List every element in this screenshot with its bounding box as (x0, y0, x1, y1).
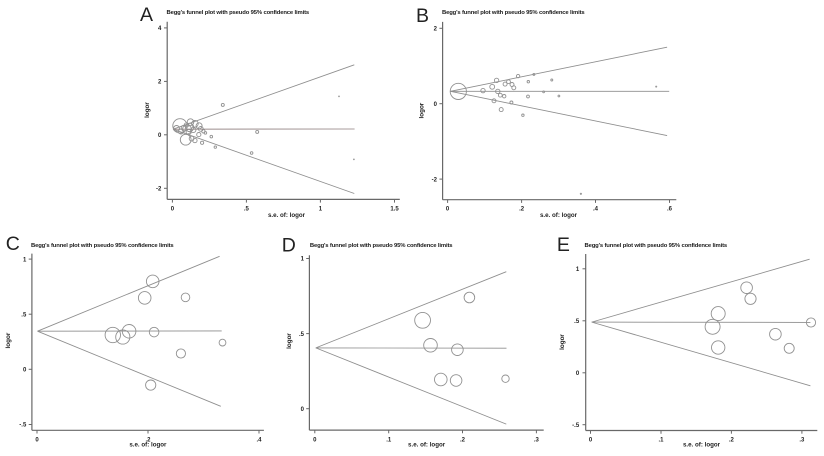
svg-text:Begg's funnel plot with pseudo: Begg's funnel plot with pseudo 95% confi… (167, 10, 310, 16)
svg-text:.4: .4 (593, 207, 599, 213)
svg-text:0: 0 (23, 368, 27, 374)
svg-text:.4: .4 (256, 437, 262, 443)
svg-text:1: 1 (576, 267, 580, 273)
svg-text:s.e. of: logor: s.e. of: logor (683, 441, 721, 448)
svg-text:s.e. of: logor: s.e. of: logor (408, 441, 446, 448)
svg-text:-2: -2 (156, 187, 162, 193)
svg-text:0: 0 (313, 437, 317, 443)
svg-text:.2: .2 (145, 437, 151, 443)
svg-text:.2: .2 (729, 437, 735, 443)
svg-text:logor: logor (144, 102, 151, 118)
svg-text:A: A (140, 4, 153, 26)
svg-text:logor: logor (559, 334, 566, 350)
svg-text:-2: -2 (432, 177, 438, 183)
svg-text:0: 0 (171, 207, 175, 213)
svg-text:-.5: -.5 (572, 423, 580, 429)
svg-text:0: 0 (434, 102, 438, 108)
svg-text:0: 0 (446, 207, 450, 213)
svg-text:s.e. of: logor: s.e. of: logor (540, 212, 578, 219)
svg-text:Begg's funnel plot with pseudo: Begg's funnel plot with pseudo 95% confi… (310, 243, 453, 249)
svg-text:1: 1 (301, 257, 305, 263)
svg-text:.1: .1 (658, 437, 664, 443)
svg-text:s.e. of: logor: s.e. of: logor (129, 441, 167, 448)
svg-text:.2: .2 (460, 437, 466, 443)
svg-text:.5: .5 (299, 332, 305, 338)
svg-text:s.e. of: logor: s.e. of: logor (268, 212, 306, 219)
svg-text:2: 2 (158, 80, 162, 86)
svg-text:.2: .2 (519, 207, 525, 213)
svg-text:4: 4 (158, 26, 162, 32)
svg-text:Begg's funnel plot with pseudo: Begg's funnel plot with pseudo 95% confi… (31, 243, 174, 249)
svg-text:D: D (282, 234, 296, 256)
svg-text:.5: .5 (244, 207, 250, 213)
svg-text:-.5: -.5 (19, 423, 27, 429)
svg-text:1: 1 (23, 257, 27, 263)
svg-text:.5: .5 (21, 312, 27, 318)
svg-text:Begg's funnel plot with pseudo: Begg's funnel plot with pseudo 95% confi… (585, 243, 728, 249)
svg-text:0: 0 (576, 371, 580, 377)
svg-text:logor: logor (286, 333, 293, 349)
svg-text:Begg's funnel plot with pseudo: Begg's funnel plot with pseudo 95% confi… (442, 10, 585, 16)
svg-text:0: 0 (589, 437, 593, 443)
svg-text:logor: logor (419, 102, 426, 118)
svg-text:.3: .3 (799, 437, 805, 443)
svg-text:C: C (6, 233, 20, 255)
svg-text:0: 0 (301, 407, 305, 413)
svg-text:1: 1 (319, 207, 323, 213)
svg-text:E: E (557, 234, 570, 256)
svg-text:.6: .6 (667, 207, 673, 213)
svg-text:1.5: 1.5 (390, 207, 399, 213)
svg-text:2: 2 (434, 27, 438, 33)
svg-text:B: B (416, 5, 429, 27)
svg-text:.3: .3 (534, 437, 540, 443)
svg-text:0: 0 (35, 437, 39, 443)
svg-text:.5: .5 (574, 319, 580, 325)
svg-text:logor: logor (5, 332, 12, 348)
svg-text:0: 0 (158, 133, 162, 139)
svg-text:.1: .1 (386, 437, 392, 443)
